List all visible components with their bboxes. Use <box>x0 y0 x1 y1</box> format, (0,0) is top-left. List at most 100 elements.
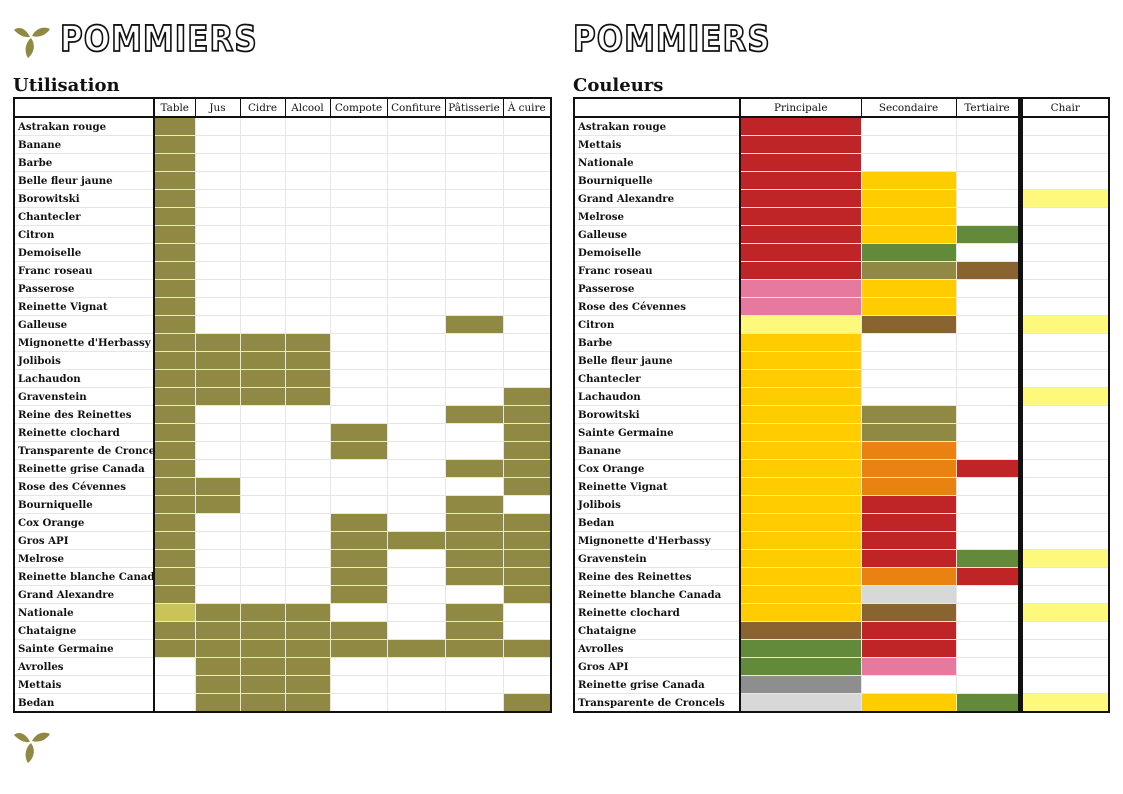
usage-cell <box>444 189 504 208</box>
variety-name: Sainte Germaine <box>13 639 155 658</box>
usage-cell <box>194 513 241 532</box>
usage-cell <box>444 621 504 640</box>
usage-cell <box>444 261 504 280</box>
usage-cell <box>153 387 196 406</box>
usage-cell <box>194 261 241 280</box>
usage-cell <box>194 135 241 154</box>
usage-cell <box>444 495 504 514</box>
variety-name: Reinette clochard <box>573 603 741 622</box>
color-cell <box>955 351 1021 370</box>
utilisation-col-header: Jus <box>194 97 241 118</box>
usage-cell <box>239 477 286 496</box>
usage-cell <box>284 513 331 532</box>
color-cell <box>739 693 862 713</box>
usage-cell <box>194 459 241 478</box>
usage-cell <box>502 693 552 713</box>
table-row: Cox Orange <box>573 459 1110 478</box>
color-cell <box>1017 405 1110 424</box>
color-cell <box>1017 531 1110 550</box>
usage-cell <box>329 567 388 586</box>
usage-cell <box>386 621 446 640</box>
variety-name: Bourniquelle <box>573 171 741 190</box>
color-cell <box>739 387 862 406</box>
usage-cell <box>153 333 196 352</box>
table-row: Lachaudon <box>573 387 1110 406</box>
usage-cell <box>153 279 196 298</box>
table-row: Mettais <box>13 675 552 694</box>
color-cell <box>860 153 957 172</box>
variety-name: Chantecler <box>573 369 741 388</box>
table-row: Bedan <box>573 513 1110 532</box>
color-cell <box>739 567 862 586</box>
usage-cell <box>386 153 446 172</box>
usage-cell <box>284 116 331 136</box>
color-cell <box>860 423 957 442</box>
color-cell <box>860 657 957 676</box>
usage-cell <box>284 693 331 713</box>
color-cell <box>955 225 1021 244</box>
usage-cell <box>284 207 331 226</box>
usage-cell <box>329 351 388 370</box>
color-cell <box>739 135 862 154</box>
usage-cell <box>284 261 331 280</box>
table-row: Jolibois <box>573 495 1110 514</box>
table-row: Franc roseau <box>573 261 1110 280</box>
color-cell <box>955 116 1021 136</box>
usage-cell <box>386 423 446 442</box>
variety-name: Transparente de Croncels <box>573 693 741 713</box>
usage-cell <box>153 567 196 586</box>
table-row: Reinette grise Canada <box>573 675 1110 694</box>
usage-cell <box>153 603 196 622</box>
usage-cell <box>194 477 241 496</box>
color-cell <box>955 549 1021 568</box>
usage-cell <box>329 459 388 478</box>
usage-cell <box>329 477 388 496</box>
usage-cell <box>444 405 504 424</box>
usage-cell <box>386 549 446 568</box>
usage-cell <box>194 639 241 658</box>
usage-cell <box>284 423 331 442</box>
usage-cell <box>502 116 552 136</box>
table-row: Reinette clochard <box>13 423 552 442</box>
usage-cell <box>194 116 241 136</box>
table-row: Astrakan rouge <box>573 116 1110 136</box>
table-row: Barbe <box>13 153 552 172</box>
color-cell <box>860 279 957 298</box>
color-cell <box>860 171 957 190</box>
usage-cell <box>284 225 331 244</box>
variety-name: Melrose <box>13 549 155 568</box>
usage-cell <box>194 171 241 190</box>
usage-cell <box>239 207 286 226</box>
color-cell <box>955 261 1021 280</box>
variety-name: Franc roseau <box>573 261 741 280</box>
variety-name: Banane <box>13 135 155 154</box>
variety-name: Reinette clochard <box>13 423 155 442</box>
usage-cell <box>284 495 331 514</box>
usage-cell <box>502 549 552 568</box>
usage-cell <box>284 387 331 406</box>
utilisation-name-header <box>13 97 155 118</box>
variety-name: Galleuse <box>573 225 741 244</box>
color-cell <box>860 405 957 424</box>
usage-cell <box>386 207 446 226</box>
color-cell <box>955 279 1021 298</box>
usage-cell <box>153 657 196 676</box>
usage-cell <box>284 621 331 640</box>
usage-cell <box>153 171 196 190</box>
usage-cell <box>502 639 552 658</box>
usage-cell <box>239 567 286 586</box>
variety-name: Bourniquelle <box>13 495 155 514</box>
variety-name: Mettais <box>573 135 741 154</box>
color-cell <box>739 351 862 370</box>
variety-name: Gravenstein <box>573 549 741 568</box>
usage-cell <box>502 477 552 496</box>
usage-cell <box>239 675 286 694</box>
color-cell <box>1017 207 1110 226</box>
usage-cell <box>502 657 552 676</box>
usage-cell <box>444 441 504 460</box>
variety-name: Barbe <box>573 333 741 352</box>
usage-cell <box>239 153 286 172</box>
table-row: Sainte Germaine <box>13 639 552 658</box>
table-row: Gravenstein <box>13 387 552 406</box>
leaf-logo-icon <box>14 27 50 58</box>
